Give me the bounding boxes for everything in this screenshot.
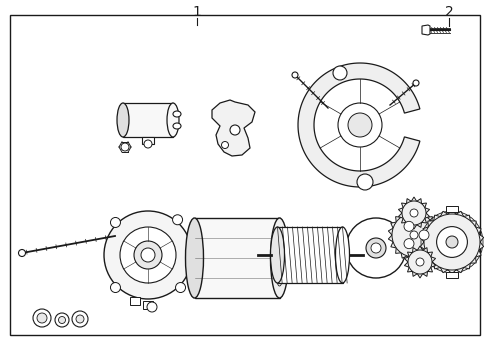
- Circle shape: [141, 248, 155, 262]
- Circle shape: [409, 231, 417, 239]
- Ellipse shape: [270, 227, 284, 283]
- Ellipse shape: [117, 103, 129, 137]
- Polygon shape: [398, 197, 429, 229]
- Circle shape: [445, 236, 457, 248]
- Circle shape: [55, 313, 69, 327]
- Text: 1: 1: [192, 5, 201, 19]
- Bar: [142, 301, 153, 309]
- Circle shape: [365, 238, 385, 258]
- Circle shape: [110, 283, 120, 293]
- Circle shape: [221, 141, 228, 149]
- Circle shape: [104, 211, 192, 299]
- Ellipse shape: [173, 111, 181, 117]
- Circle shape: [72, 311, 88, 327]
- Polygon shape: [404, 246, 435, 278]
- Bar: [194, 218, 279, 298]
- Circle shape: [76, 315, 84, 323]
- Polygon shape: [212, 100, 254, 156]
- Circle shape: [436, 226, 467, 257]
- Bar: [123, 103, 173, 137]
- Circle shape: [19, 249, 25, 257]
- Circle shape: [403, 239, 413, 249]
- Circle shape: [229, 125, 240, 135]
- Circle shape: [143, 140, 152, 148]
- Ellipse shape: [173, 123, 181, 129]
- Circle shape: [407, 250, 431, 274]
- Circle shape: [33, 309, 51, 327]
- Circle shape: [147, 302, 157, 312]
- Circle shape: [120, 227, 176, 283]
- Circle shape: [337, 103, 381, 147]
- Circle shape: [423, 214, 479, 270]
- Circle shape: [412, 80, 418, 86]
- Ellipse shape: [185, 218, 203, 298]
- Circle shape: [423, 214, 479, 270]
- Circle shape: [391, 213, 435, 257]
- Ellipse shape: [270, 218, 288, 298]
- Circle shape: [347, 113, 371, 137]
- Circle shape: [356, 174, 372, 190]
- Circle shape: [59, 316, 65, 324]
- Circle shape: [403, 221, 413, 231]
- Text: 2: 2: [444, 5, 452, 19]
- Circle shape: [332, 66, 346, 80]
- Circle shape: [409, 209, 417, 217]
- Polygon shape: [387, 209, 439, 261]
- Ellipse shape: [274, 230, 284, 286]
- Circle shape: [415, 258, 423, 266]
- Polygon shape: [297, 63, 419, 187]
- Circle shape: [418, 230, 428, 240]
- Circle shape: [175, 283, 185, 293]
- Circle shape: [121, 143, 129, 151]
- Circle shape: [134, 241, 162, 269]
- Circle shape: [37, 313, 47, 323]
- Ellipse shape: [335, 227, 349, 283]
- Circle shape: [172, 215, 182, 225]
- Circle shape: [346, 218, 405, 278]
- Polygon shape: [420, 210, 483, 274]
- Bar: [142, 137, 154, 144]
- Bar: [445, 206, 457, 212]
- Bar: [130, 297, 140, 305]
- Bar: [277, 227, 342, 283]
- Bar: [10, 15, 479, 335]
- Polygon shape: [421, 25, 429, 35]
- Circle shape: [110, 217, 120, 228]
- Ellipse shape: [167, 103, 179, 137]
- Circle shape: [401, 201, 425, 225]
- Circle shape: [370, 243, 380, 253]
- Bar: [445, 272, 457, 278]
- Circle shape: [291, 72, 297, 78]
